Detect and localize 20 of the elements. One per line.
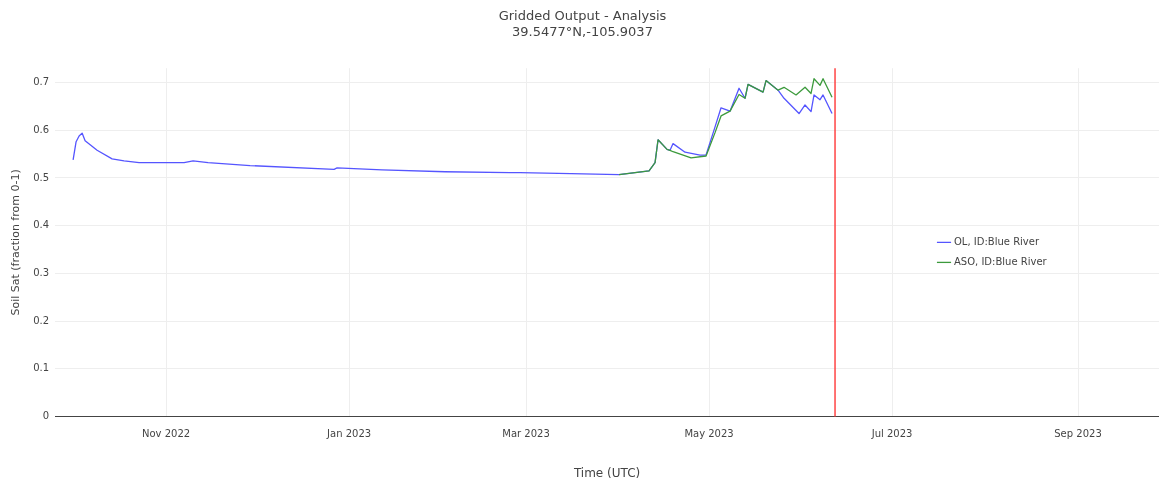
chart-title: Gridded Output - Analysis (498, 8, 667, 24)
x-tick-label: May 2023 (684, 428, 734, 440)
y-tick-label: 0.4 (33, 219, 50, 231)
y-axis-title: Soil Sat (fraction from 0-1) (9, 169, 23, 316)
y-tick-label: 0.1 (33, 362, 50, 374)
legend-label: ASO, ID:Blue River (954, 255, 1048, 267)
y-tick-label: 0.7 (33, 76, 50, 88)
x-axis-title: Time (UTC) (572, 465, 641, 480)
x-tick-label: Nov 2022 (142, 428, 191, 440)
x-tick-label: Mar 2023 (502, 428, 550, 440)
x-tick-label: Jul 2023 (870, 428, 913, 440)
y-tick-label: 0.5 (33, 171, 50, 183)
x-tick-label: Sep 2023 (1054, 428, 1102, 440)
y-tick-label: 0 (42, 410, 50, 422)
x-tick-label: Jan 2023 (326, 428, 372, 440)
y-tick-label: 0.2 (33, 314, 50, 326)
y-tick-label: 0.3 (33, 267, 50, 279)
chart-subtitle: 39.5477°N,-105.9037 (512, 23, 653, 39)
legend-label: OL, ID:Blue River (954, 235, 1040, 247)
y-tick-label: 0.6 (33, 123, 50, 135)
